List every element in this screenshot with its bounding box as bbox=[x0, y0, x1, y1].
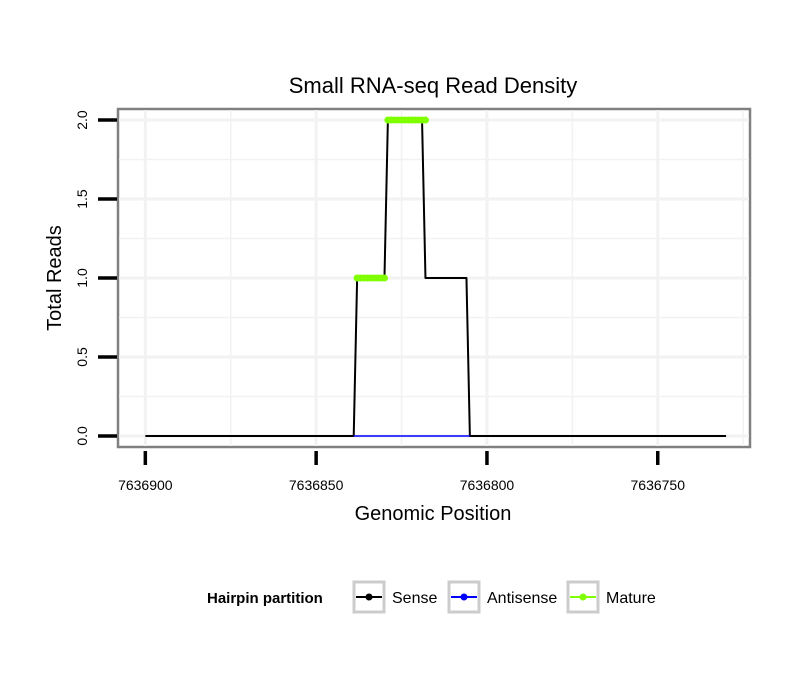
legend-title: Hairpin partition bbox=[207, 590, 323, 607]
legend-key-point bbox=[365, 593, 373, 601]
y-axis-title: Total Reads bbox=[44, 225, 66, 331]
legend-item-sense: Sense bbox=[352, 580, 437, 614]
legend-label-mature: Mature bbox=[606, 590, 656, 607]
x-axis: 7636900 7636850 7636800 7636750 bbox=[118, 451, 685, 493]
y-tick-label: 0.5 bbox=[74, 347, 90, 367]
chart-title: Small RNA-seq Read Density bbox=[289, 73, 578, 98]
legend-item-antisense: Antisense bbox=[447, 580, 557, 614]
y-tick-label: 0.0 bbox=[74, 426, 90, 446]
legend: Hairpin partition Sense Antisense Mature bbox=[207, 580, 656, 614]
x-tick-label: 7636850 bbox=[289, 477, 344, 493]
y-tick-label: 1.0 bbox=[74, 268, 90, 288]
data-point-mature bbox=[353, 274, 361, 282]
x-tick-label: 7636900 bbox=[118, 477, 173, 493]
legend-item-mature: Mature bbox=[566, 580, 656, 614]
x-tick-label: 7636750 bbox=[631, 477, 686, 493]
legend-key-point bbox=[460, 593, 468, 601]
series-layer bbox=[145, 116, 727, 437]
y-axis: 0.0 0.5 1.0 1.5 2.0 bbox=[74, 110, 117, 446]
legend-key-point bbox=[579, 593, 587, 601]
y-tick-label: 2.0 bbox=[74, 110, 90, 130]
data-point-mature bbox=[384, 116, 392, 124]
y-tick-label: 1.5 bbox=[74, 189, 90, 209]
legend-label-antisense: Antisense bbox=[487, 590, 557, 607]
x-axis-title: Genomic Position bbox=[355, 503, 512, 525]
legend-label-sense: Sense bbox=[392, 590, 437, 607]
x-tick-label: 7636800 bbox=[460, 477, 515, 493]
